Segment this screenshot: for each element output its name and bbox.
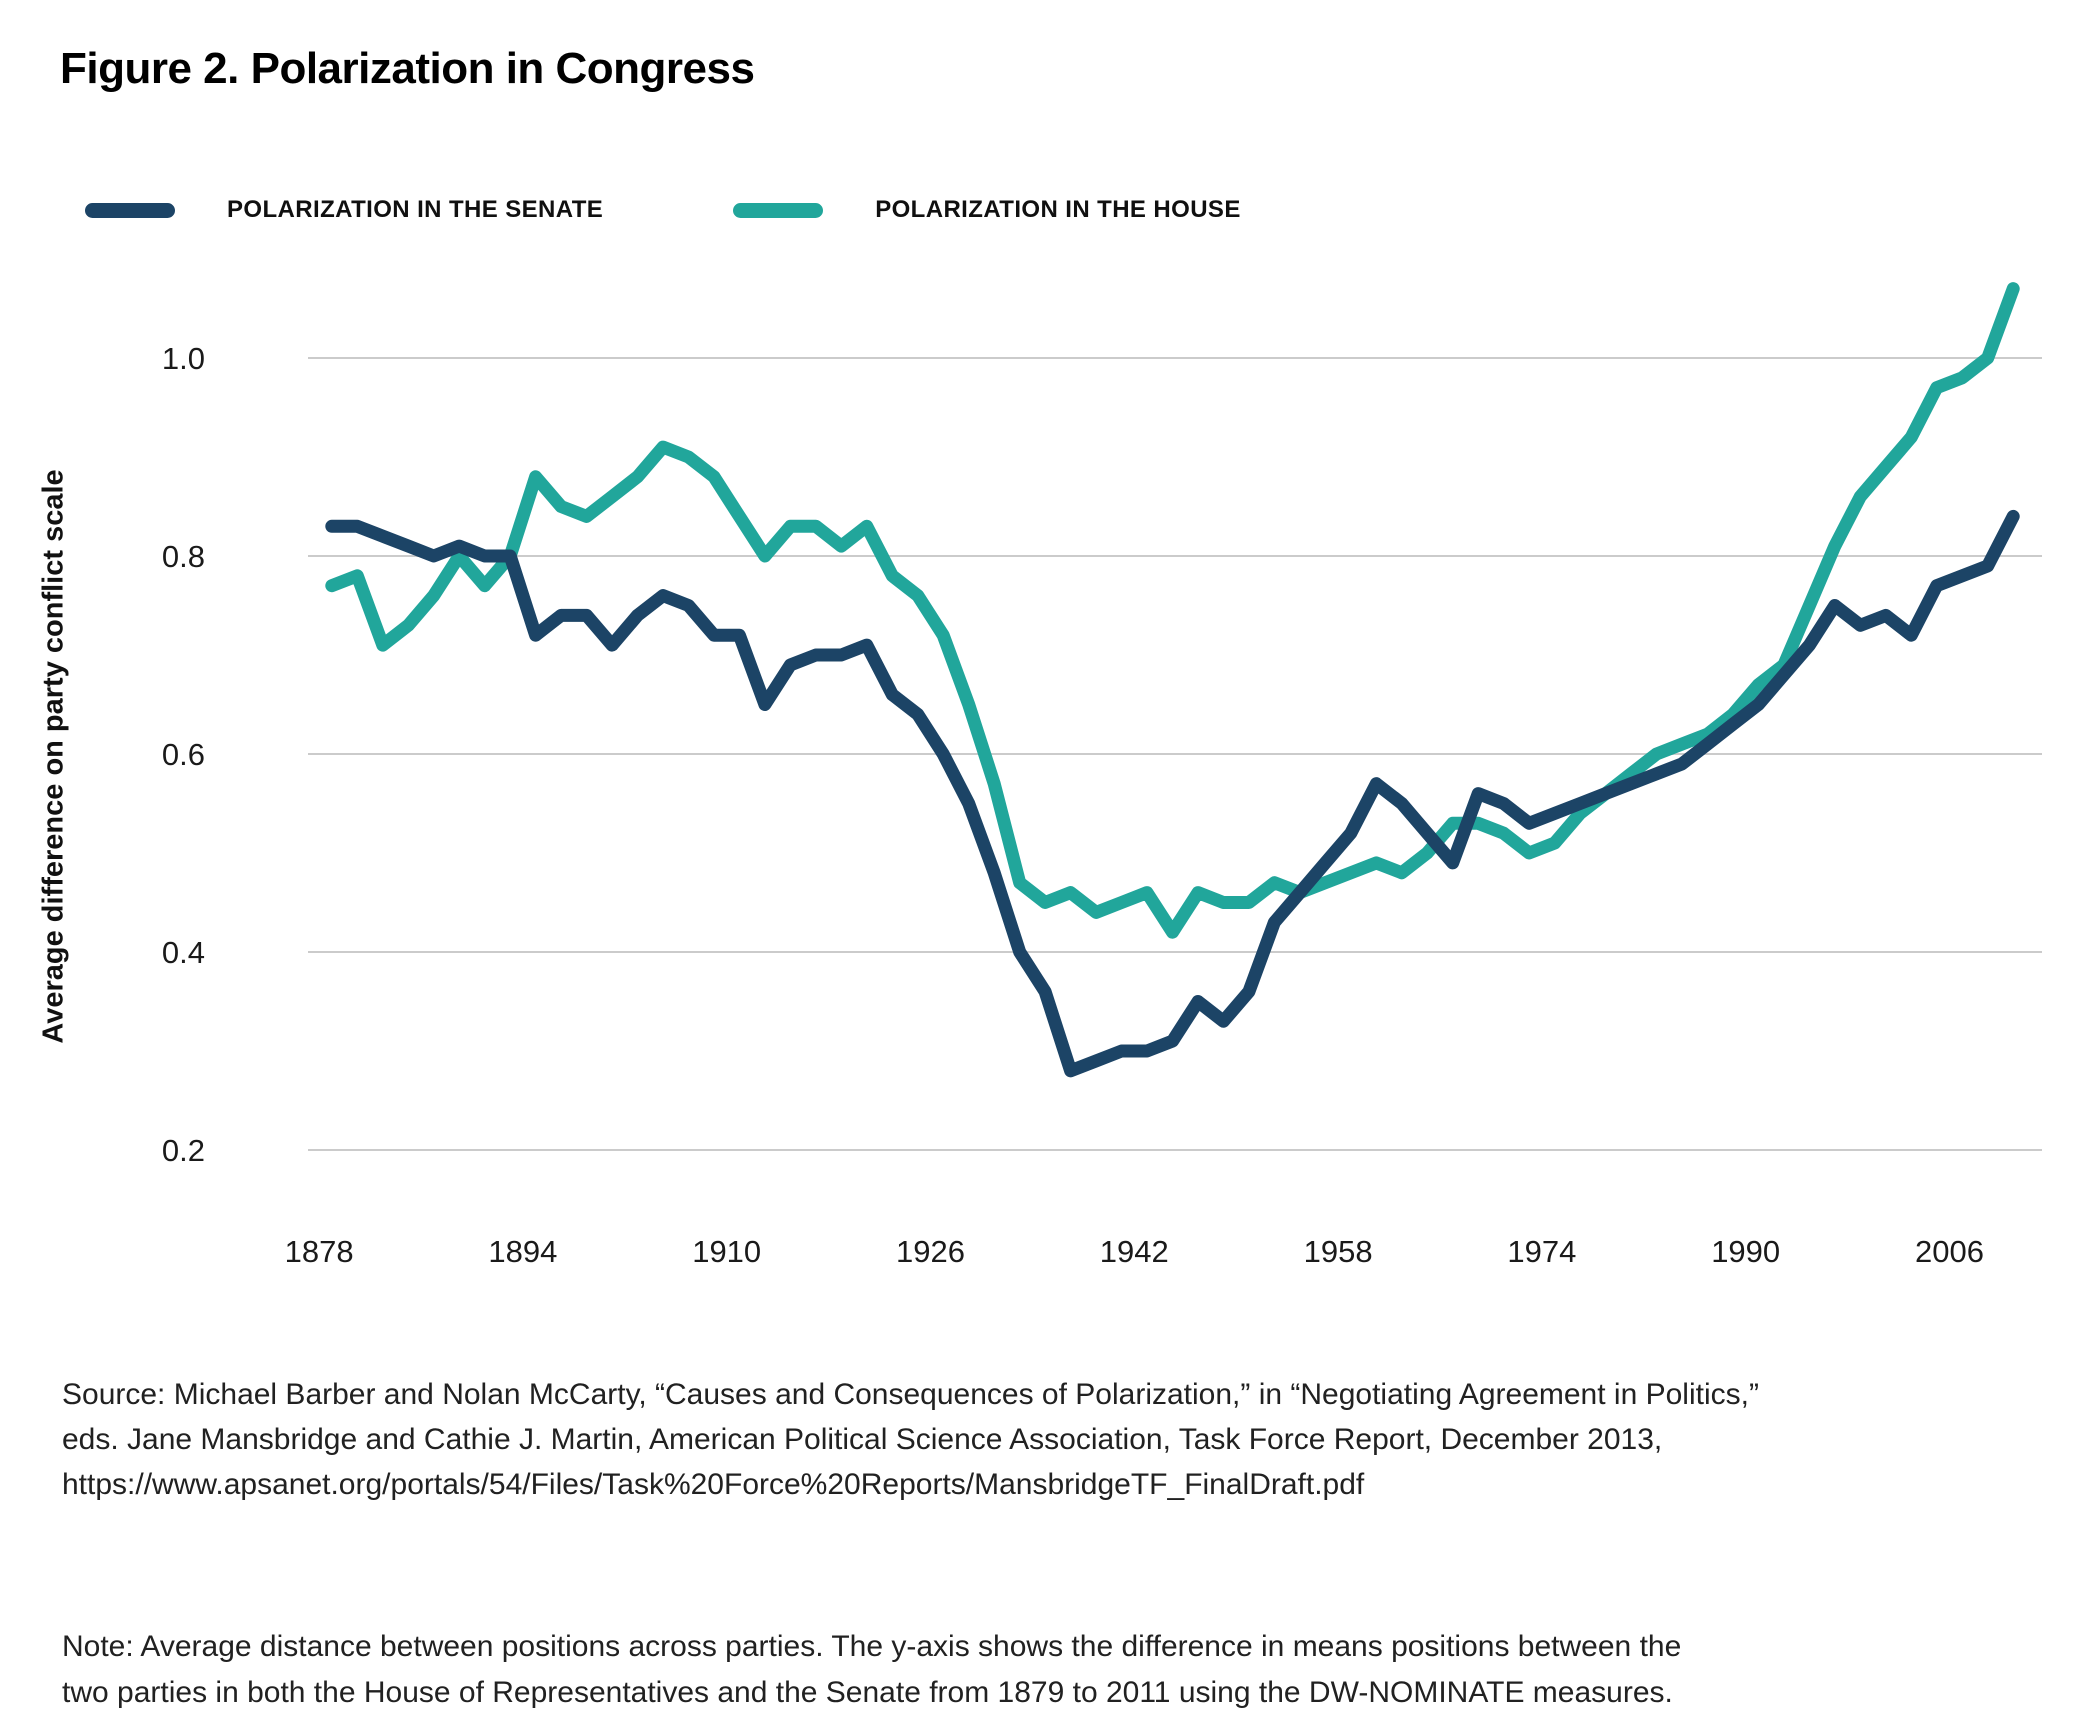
x-tick-label: 1990 (1711, 1234, 1780, 1269)
legend-label-house: POLARIZATION IN THE HOUSE (875, 196, 1241, 223)
y-tick-label: 0.4 (162, 935, 205, 970)
y-tick-label: 0.2 (162, 1133, 205, 1168)
x-tick-label: 1926 (896, 1234, 965, 1269)
figure-title: Figure 2. Polarization in Congress (60, 44, 755, 93)
source-line: Source: Michael Barber and Nolan McCarty… (62, 1378, 1759, 1411)
senate-line-swatch (85, 202, 175, 218)
note-line: Note: Average distance between positions… (62, 1630, 1682, 1663)
y-tick-label: 0.6 (162, 737, 205, 772)
x-tick-label: 1942 (1100, 1234, 1169, 1269)
source-line: https://www.apsanet.org/portals/54/Files… (62, 1468, 1365, 1501)
x-tick-label: 1878 (285, 1234, 354, 1269)
legend-item-senate: POLARIZATION IN THE SENATE (85, 196, 603, 224)
source-text: Source: Michael Barber and Nolan McCarty… (62, 1372, 2052, 1507)
x-tick-label: 1910 (692, 1234, 761, 1269)
x-tick-label: 1894 (488, 1234, 557, 1269)
legend-label-senate: POLARIZATION IN THE SENATE (227, 196, 604, 223)
y-tick-label: 0.8 (162, 539, 205, 574)
x-tick-label: 1974 (1507, 1234, 1576, 1269)
series-line-senate (325, 509, 2020, 1078)
x-tick-label: 2006 (1915, 1234, 1984, 1269)
legend-item-house: POLARIZATION IN THE HOUSE (733, 196, 1241, 224)
y-tick-label: 1.0 (162, 341, 205, 376)
source-line: eds. Jane Mansbridge and Cathie J. Marti… (62, 1423, 1663, 1456)
chart-legend: POLARIZATION IN THE SENATE POLARIZATION … (85, 196, 1241, 224)
note-line: two parties in both the House of Represe… (62, 1676, 1673, 1709)
house-line-swatch (733, 202, 824, 218)
x-tick-label: 1958 (1304, 1234, 1373, 1269)
series-line-house (325, 282, 2020, 939)
note-text: Note: Average distance between positions… (62, 1624, 2052, 1716)
